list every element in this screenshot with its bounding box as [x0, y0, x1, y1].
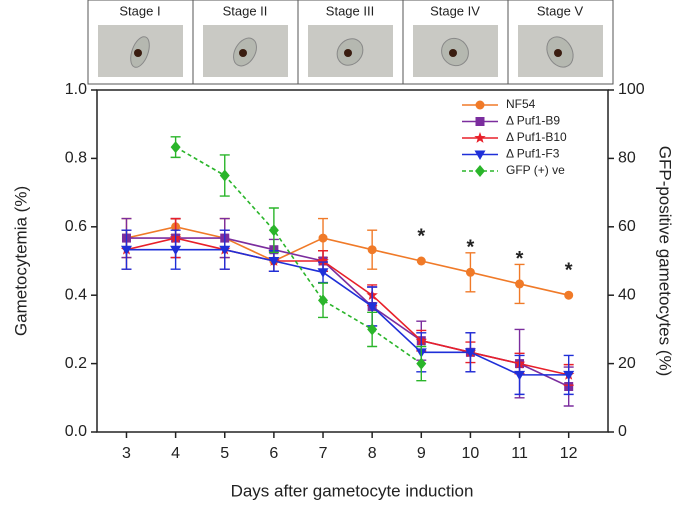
legend-label: Δ Puf1-F3 [506, 147, 560, 161]
series-line [126, 248, 569, 376]
stage-label: Stage II [223, 3, 268, 18]
stage-label: Stage V [537, 3, 584, 18]
pigment [134, 49, 142, 57]
marker [367, 245, 377, 255]
marker [416, 357, 427, 370]
y2-tick-label: 100 [618, 81, 645, 98]
y-tick-label: 0.0 [65, 423, 87, 440]
x-tick-label: 12 [560, 445, 578, 462]
marker [318, 233, 328, 243]
marker [464, 348, 476, 358]
y-tick-label: 0.4 [65, 286, 87, 303]
marker [564, 290, 574, 300]
y-tick-label: 0.8 [65, 150, 87, 167]
marker [515, 279, 525, 289]
legend-marker [475, 100, 485, 110]
marker [514, 370, 526, 381]
series-line [126, 225, 569, 296]
marker [219, 245, 231, 256]
x-tick-label: 4 [171, 445, 180, 462]
marker [563, 370, 575, 381]
marker [120, 245, 132, 256]
x-tick-label: 8 [368, 445, 377, 462]
marker [465, 267, 475, 277]
annotation: * [565, 259, 573, 281]
marker [219, 169, 230, 182]
marker [367, 323, 378, 336]
y2-tick-label: 40 [618, 286, 636, 303]
y2-tick-label: 0 [618, 423, 627, 440]
x-tick-label: 5 [220, 445, 229, 462]
x-tick-label: 3 [122, 445, 131, 462]
annotation: * [467, 237, 475, 259]
annotation: * [417, 225, 425, 247]
x-tick-label: 10 [462, 445, 480, 462]
pigment [554, 49, 562, 57]
y2-tick-label: 20 [618, 355, 636, 372]
marker [170, 141, 181, 154]
pigment [449, 49, 457, 57]
marker [318, 294, 329, 307]
legend-marker [475, 117, 485, 126]
plot-frame [96, 89, 609, 433]
y2-axis-label: GFP-positive gametocytes (%) [656, 146, 675, 377]
legend-label: Δ Puf1-B10 [506, 130, 567, 144]
marker [268, 224, 279, 237]
series-line [126, 237, 570, 388]
x-tick-label: 7 [319, 445, 328, 462]
x-axis-label: Days after gametocyte induction [231, 481, 474, 500]
annotation: * [516, 248, 524, 270]
x-tick-label: 11 [511, 445, 528, 462]
stage-label: Stage III [326, 3, 374, 18]
marker [416, 256, 426, 266]
pigment [239, 49, 247, 57]
marker [366, 302, 378, 312]
legend-label: Δ Puf1-B9 [506, 114, 560, 128]
legend-marker [474, 150, 486, 160]
stage-panels: Stage I Stage II Stage III Stage IV Stage V [87, 0, 614, 85]
legend-label: NF54 [506, 97, 536, 111]
x-tick-label: 6 [269, 445, 278, 462]
y-axis-label: Gametocytemia (%) [11, 186, 30, 336]
legend-label: GFP (+) ve [506, 163, 565, 177]
legend-marker [474, 132, 486, 143]
y-tick-label: 1.0 [65, 81, 87, 98]
y-tick-label: 0.2 [65, 355, 87, 372]
y-tick-label: 0.6 [65, 218, 87, 235]
marker [170, 245, 182, 256]
x-tick-label: 9 [417, 445, 426, 462]
marker [317, 255, 329, 266]
y2-tick-label: 60 [618, 218, 636, 235]
marker [268, 257, 280, 267]
y2-tick-label: 80 [618, 150, 636, 167]
legend-marker [475, 165, 485, 177]
series-line [175, 146, 422, 365]
marker [317, 268, 329, 278]
stage-label: Stage IV [430, 3, 480, 18]
stage-label: Stage I [119, 3, 160, 18]
series-line [126, 237, 569, 376]
pigment [344, 49, 352, 57]
